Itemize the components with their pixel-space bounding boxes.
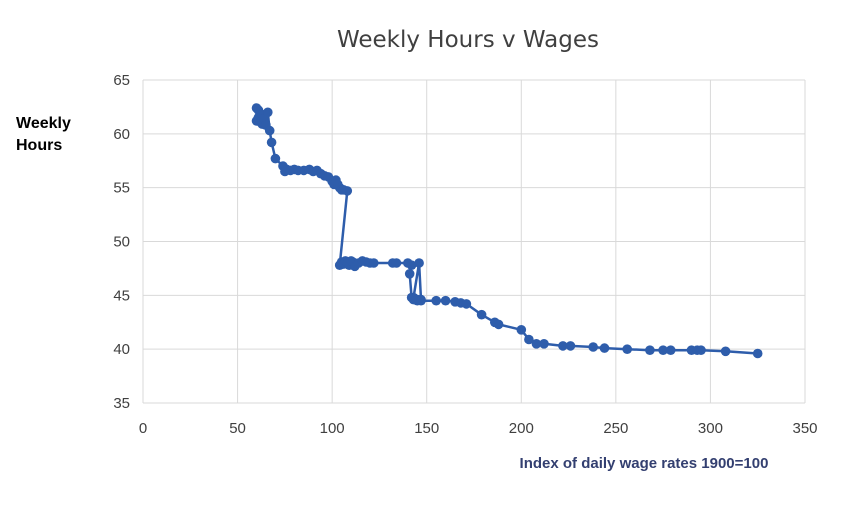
data-point bbox=[720, 346, 731, 357]
data-point bbox=[431, 295, 442, 306]
data-point bbox=[270, 153, 281, 164]
y-tick-labels: 35 40 45 50 55 60 65 bbox=[113, 72, 130, 412]
data-point bbox=[416, 295, 426, 306]
data-point bbox=[696, 345, 706, 356]
x-tick-label: 50 bbox=[229, 420, 246, 437]
data-point bbox=[369, 258, 379, 268]
data-point bbox=[658, 345, 668, 356]
data-point bbox=[414, 258, 424, 268]
data-point bbox=[565, 341, 576, 351]
data-point bbox=[588, 342, 598, 352]
x-tick-label: 0 bbox=[139, 420, 147, 437]
x-axis-label: Index of daily wage rates 1900=100 bbox=[520, 455, 769, 472]
data-point bbox=[622, 344, 632, 355]
x-tick-label: 250 bbox=[603, 420, 628, 437]
y-tick-label: 40 bbox=[113, 341, 130, 358]
y-tick-label: 35 bbox=[113, 395, 130, 412]
series-wages-hours bbox=[251, 103, 763, 359]
data-point bbox=[524, 334, 534, 345]
y-tick-label: 55 bbox=[113, 180, 130, 197]
data-point bbox=[476, 309, 487, 320]
x-tick-label: 300 bbox=[698, 420, 723, 437]
data-point bbox=[539, 339, 549, 349]
data-point bbox=[752, 348, 763, 359]
data-point bbox=[493, 319, 504, 330]
gridlines bbox=[142, 79, 806, 404]
data-point bbox=[391, 258, 402, 268]
y-tick-label: 65 bbox=[113, 72, 130, 89]
data-point bbox=[440, 295, 451, 306]
x-tick-label: 100 bbox=[320, 420, 345, 437]
data-point bbox=[558, 341, 568, 351]
y-tick-label: 45 bbox=[113, 287, 130, 304]
data-point bbox=[461, 299, 472, 309]
data-point bbox=[404, 269, 415, 279]
data-point bbox=[665, 345, 676, 356]
data-point bbox=[264, 125, 275, 136]
x-tick-labels: 0 50 100 150 200 250 300 350 bbox=[139, 420, 818, 437]
y-axis-label-line-2: Hours bbox=[16, 137, 62, 154]
x-tick-label: 150 bbox=[414, 420, 439, 437]
data-point bbox=[516, 325, 527, 335]
data-point bbox=[531, 339, 542, 349]
data-point bbox=[263, 107, 273, 118]
y-axis-label-line-1: Weekly bbox=[16, 115, 71, 132]
y-tick-label: 50 bbox=[113, 234, 130, 251]
data-point bbox=[406, 260, 417, 271]
data-point bbox=[342, 186, 353, 196]
y-tick-label: 60 bbox=[113, 126, 130, 143]
data-point bbox=[599, 343, 610, 353]
data-point bbox=[266, 137, 277, 148]
x-tick-label: 200 bbox=[509, 420, 534, 437]
data-point bbox=[645, 345, 655, 356]
chart-title: Weekly Hours v Wages bbox=[337, 27, 599, 53]
x-tick-label: 350 bbox=[792, 420, 817, 437]
